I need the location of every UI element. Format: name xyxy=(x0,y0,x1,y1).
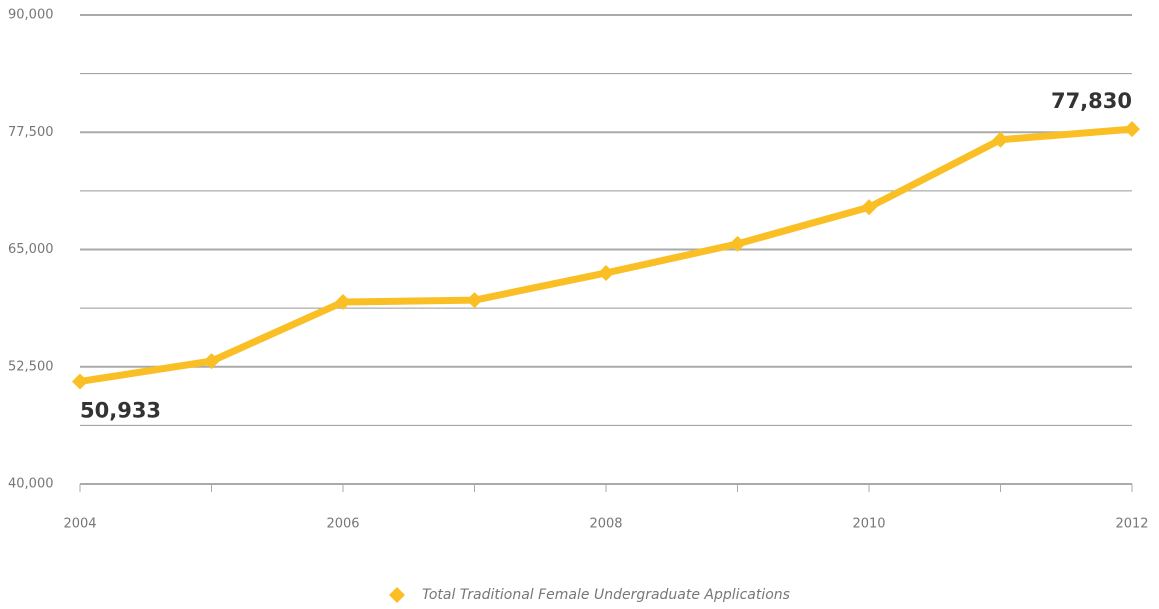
data-label: 50,933 xyxy=(80,398,161,422)
legend-marker xyxy=(389,587,405,603)
legend-label: Total Traditional Female Undergraduate A… xyxy=(422,587,790,603)
x-tick-label: 2006 xyxy=(326,517,359,532)
point-marker xyxy=(72,373,88,390)
series-line xyxy=(79,125,1133,385)
y-tick-label: 52,500 xyxy=(8,359,54,374)
data-label: 77,830 xyxy=(1051,89,1132,113)
point-marker xyxy=(335,294,351,311)
point-marker xyxy=(1124,121,1140,138)
x-tick-label: 2012 xyxy=(1115,517,1148,532)
y-tick-label: 77,500 xyxy=(8,125,54,140)
point-marker xyxy=(466,292,483,309)
point-marker xyxy=(598,264,614,281)
point-marker xyxy=(729,235,746,252)
point-marker xyxy=(861,199,877,216)
point-marker xyxy=(203,353,220,370)
point-marker xyxy=(992,131,1009,148)
y-tick-label: 65,000 xyxy=(8,242,54,257)
x-tick-label: 2010 xyxy=(852,517,885,532)
y-tick-label: 40,000 xyxy=(8,477,54,492)
x-tick-label: 2004 xyxy=(63,517,96,532)
y-tick-label: 90,000 xyxy=(8,8,54,23)
x-tick-label: 2008 xyxy=(589,517,622,532)
